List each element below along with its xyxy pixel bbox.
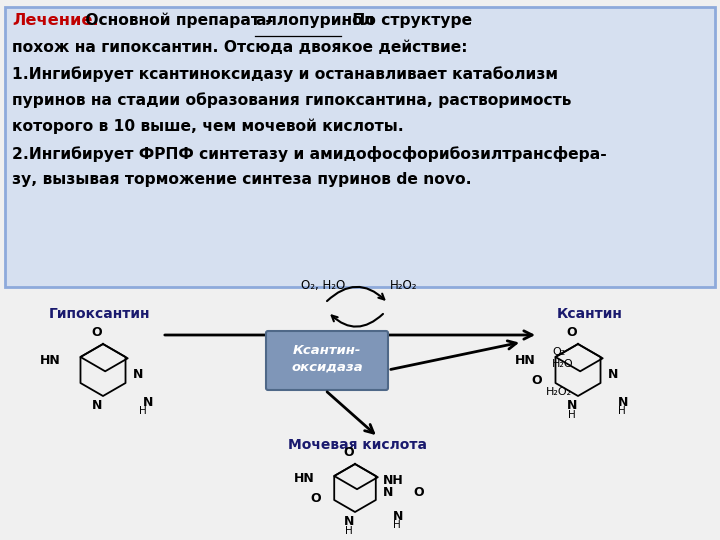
Text: O: O: [413, 485, 423, 498]
Text: HN: HN: [516, 354, 536, 367]
Text: N: N: [143, 396, 153, 409]
Text: N: N: [567, 399, 577, 412]
Text: похож на гипоксантин. Отсюда двоякое действие:: похож на гипоксантин. Отсюда двоякое дей…: [12, 39, 467, 55]
Text: 2.Ингибирует ФРПФ синтетазу и амидофосфорибозилтрансфера-: 2.Ингибирует ФРПФ синтетазу и амидофосфо…: [12, 145, 607, 161]
Text: . По структуре: . По структуре: [341, 13, 472, 28]
Text: O: O: [91, 326, 102, 339]
Text: зу, вызывая торможение синтеза пуринов de novo.: зу, вызывая торможение синтеза пуринов d…: [12, 172, 472, 187]
Text: O: O: [310, 491, 321, 504]
Text: H₂O: H₂O: [552, 359, 574, 369]
Text: O: O: [567, 326, 577, 339]
Text: H: H: [393, 520, 401, 530]
Text: N: N: [92, 399, 102, 412]
Text: HN: HN: [294, 471, 315, 484]
Text: O₂, H₂O: O₂, H₂O: [301, 279, 345, 292]
Text: Лечение.: Лечение.: [12, 13, 99, 28]
Text: O: O: [343, 446, 354, 459]
Text: H: H: [568, 410, 576, 420]
Text: O₂: O₂: [552, 347, 565, 357]
Text: пуринов на стадии образования гипоксантина, растворимость: пуринов на стадии образования гипоксанти…: [12, 92, 572, 108]
Text: HN: HN: [40, 354, 61, 367]
Text: N: N: [618, 396, 629, 409]
Text: H: H: [345, 526, 353, 536]
Text: 1.Ингибирует ксантиноксидазу и останавливает катаболизм: 1.Ингибирует ксантиноксидазу и останавли…: [12, 66, 558, 82]
FancyBboxPatch shape: [266, 331, 388, 390]
Text: Ксантин-
оксидаза: Ксантин- оксидаза: [291, 345, 363, 374]
Text: аллопуринол: аллопуринол: [255, 13, 374, 28]
Text: которого в 10 выше, чем мочевой кислоты.: которого в 10 выше, чем мочевой кислоты.: [12, 119, 404, 134]
Text: N: N: [133, 368, 143, 381]
Text: N: N: [344, 515, 354, 528]
Text: Мочевая кислота: Мочевая кислота: [289, 438, 428, 452]
Text: H: H: [618, 406, 626, 416]
Text: H: H: [139, 406, 147, 416]
Text: Основной препарат –: Основной препарат –: [80, 13, 279, 29]
Text: Гипоксантин: Гипоксантин: [49, 307, 150, 321]
Text: N: N: [393, 510, 403, 523]
Text: Ксантин: Ксантин: [557, 307, 623, 321]
Text: H₂O₂: H₂O₂: [390, 279, 418, 292]
Text: O: O: [531, 374, 542, 387]
Text: H₂O₂: H₂O₂: [546, 387, 572, 397]
Text: N: N: [383, 485, 393, 498]
FancyBboxPatch shape: [5, 7, 715, 287]
Text: NH: NH: [383, 474, 404, 487]
Text: N: N: [608, 368, 618, 381]
